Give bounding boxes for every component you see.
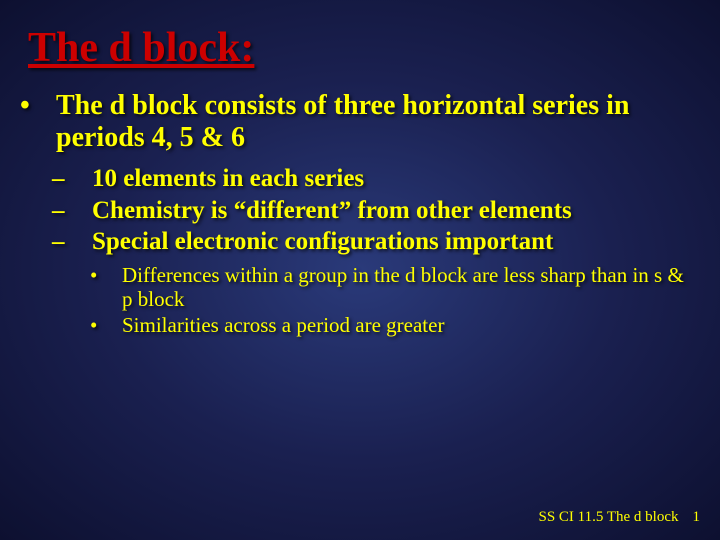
bullet-text: Chemistry is “different” from other elem…: [92, 197, 572, 224]
bullet-level2: –Special electronic configurations impor…: [28, 227, 692, 257]
bullet-text: Special electronic configurations import…: [92, 228, 553, 255]
slide-title: The d block:: [28, 24, 692, 72]
bullet-dot-icon: •: [38, 90, 56, 122]
bullet-text: 10 elements in each series: [92, 165, 364, 192]
bullet-text: The d block consists of three horizontal…: [56, 90, 629, 153]
bullet-text: Differences within a group in the d bloc…: [122, 263, 684, 311]
bullet-level2: –Chemistry is “different” from other ele…: [28, 196, 692, 226]
dash-icon: –: [72, 227, 92, 257]
bullet-level2: –10 elements in each series: [28, 164, 692, 194]
slide: The d block: •The d block consists of th…: [0, 0, 720, 540]
dash-icon: –: [72, 196, 92, 226]
footer-text: SS CI 11.5 The d block: [538, 509, 678, 525]
page-number: 1: [693, 509, 701, 525]
bullet-dot-icon: •: [106, 313, 122, 337]
bullet-level3: •Differences within a group in the d blo…: [28, 263, 692, 311]
slide-footer: SS CI 11.5 The d block 1: [538, 509, 700, 526]
bullet-text: Similarities across a period are greater: [122, 313, 444, 337]
bullet-level1: •The d block consists of three horizonta…: [28, 90, 692, 154]
dash-icon: –: [72, 164, 92, 194]
bullet-level3: •Similarities across a period are greate…: [28, 313, 692, 337]
bullet-dot-icon: •: [106, 263, 122, 287]
